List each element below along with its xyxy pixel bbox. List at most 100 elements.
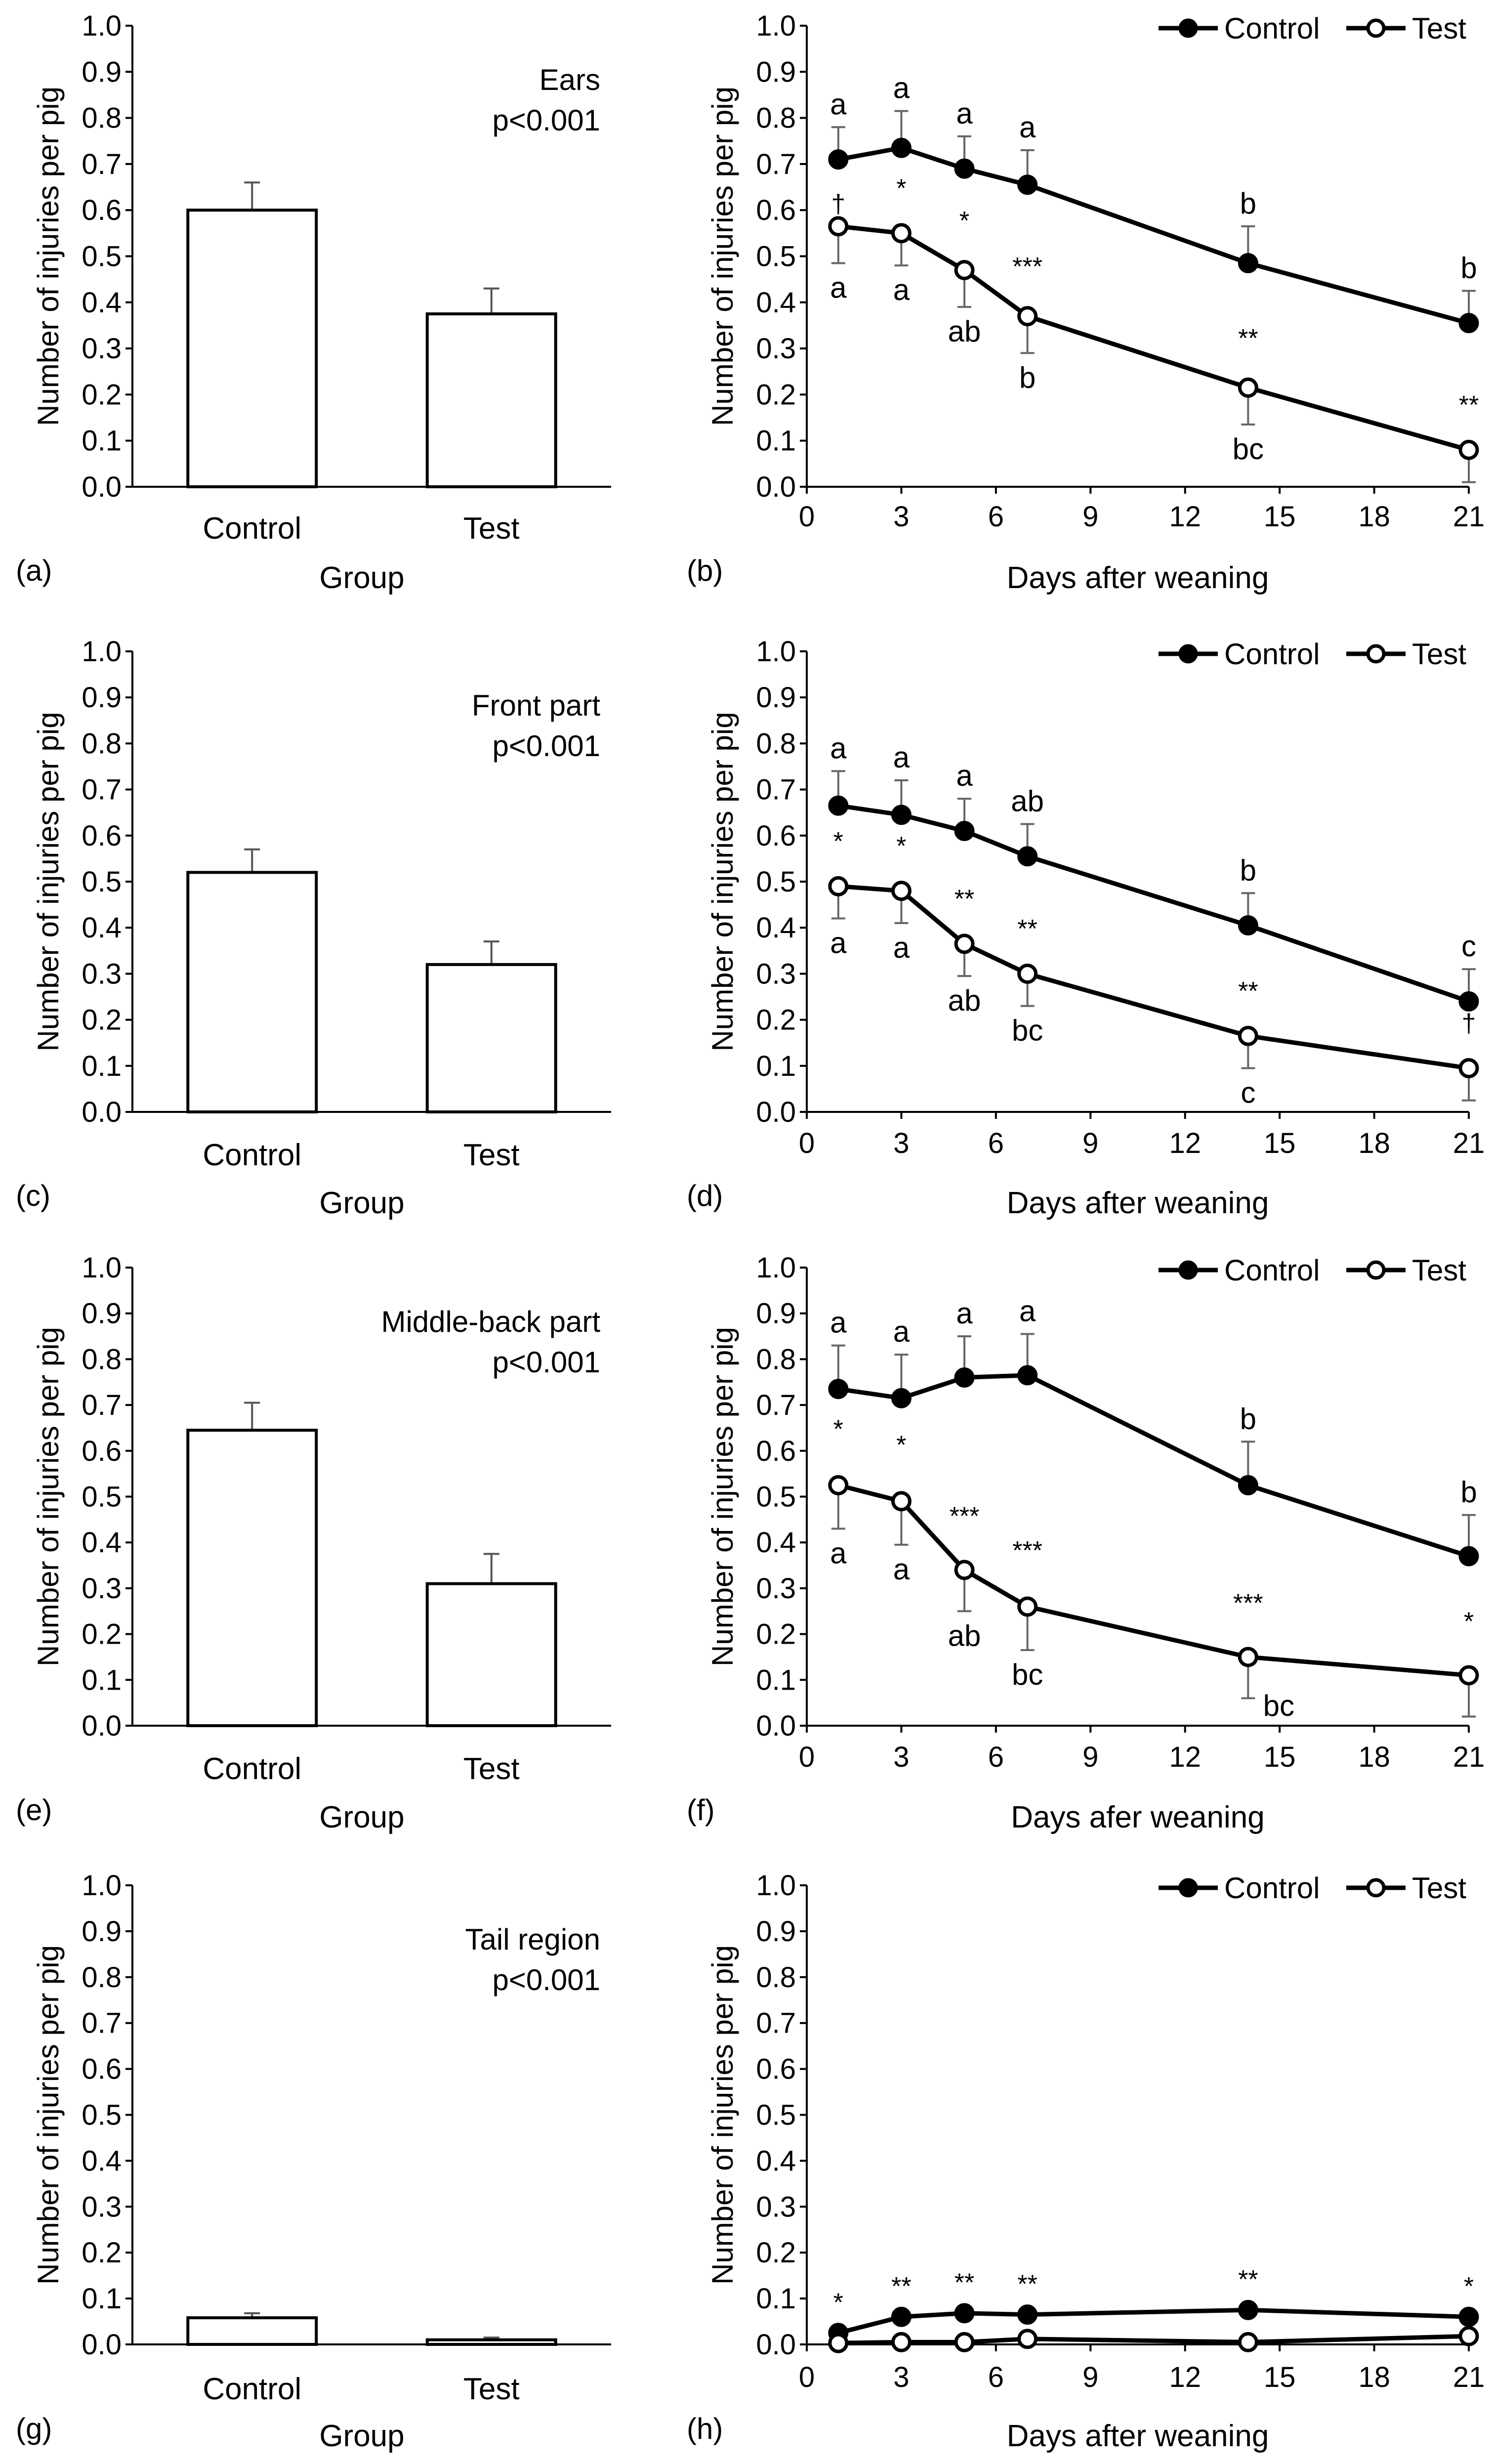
y-tick-label: 0.7	[82, 1389, 122, 1421]
data-point	[891, 2306, 912, 2327]
x-tick-label: 21	[1453, 1741, 1485, 1773]
significance-marker: †	[831, 190, 845, 218]
x-tick-label: 0	[799, 1741, 815, 1773]
group-letter: a	[893, 273, 910, 306]
legend-label-test: Test	[1412, 1254, 1466, 1287]
y-tick-label: 0.5	[82, 241, 122, 273]
data-point	[1238, 1025, 1258, 1046]
y-axis-label: Number of injuries per pig	[32, 86, 65, 426]
y-tick-label: 0.5	[756, 866, 796, 898]
data-point	[1238, 915, 1258, 936]
x-tick-label: 3	[893, 501, 909, 533]
significance-marker: **	[954, 2269, 974, 2297]
x-axis-label: Group	[319, 561, 404, 595]
data-point	[1238, 2332, 1258, 2352]
data-point	[954, 2332, 975, 2352]
x-tick-label: Control	[203, 1138, 301, 1172]
y-tick-label: 0.9	[756, 1298, 796, 1330]
group-letter: b	[1240, 853, 1256, 887]
y-tick-label: 0.4	[756, 1527, 796, 1559]
legend-label-test: Test	[1412, 1871, 1466, 1905]
y-tick-label: 0.2	[82, 379, 122, 411]
y-axis-label: Number of injuries per pig	[706, 86, 739, 426]
x-tick-label: 0	[799, 2361, 815, 2393]
p-value: p<0.001	[492, 1963, 600, 1997]
y-tick-label: 0.7	[756, 148, 796, 180]
y-tick-label: 0.0	[82, 2329, 122, 2361]
y-axis-label: Number of injuries per pig	[706, 1327, 739, 1666]
y-tick-label: 0.2	[756, 379, 796, 411]
y-tick-label: 1.0	[756, 1869, 796, 1902]
x-tick-label: 9	[1082, 501, 1098, 533]
significance-marker: **	[1017, 2270, 1037, 2298]
data-point	[1238, 253, 1258, 273]
panel-label: (a)	[16, 554, 52, 587]
y-tick-label: 0.9	[756, 56, 796, 88]
group-letter: ab	[948, 315, 981, 348]
x-tick-label: 6	[988, 1741, 1004, 1773]
group-letter: a	[830, 271, 847, 304]
panel-label: (c)	[16, 1179, 50, 1212]
y-axis-label: Number of injuries per pig	[32, 712, 65, 1052]
y-tick-label: 0.8	[82, 102, 122, 134]
group-letter: a	[830, 927, 847, 960]
data-point	[1017, 2329, 1038, 2349]
x-tick-label: 15	[1264, 1127, 1296, 1159]
y-tick-label: 0.4	[82, 287, 122, 319]
legend-marker-test	[1366, 18, 1386, 38]
bar-test	[425, 963, 557, 1113]
x-axis-label: Days after weaning	[1007, 561, 1269, 595]
significance-marker: ***	[1233, 1589, 1263, 1618]
group-letter: bc	[1012, 1658, 1043, 1691]
group-letter: bc	[1233, 432, 1264, 466]
bar-control	[186, 871, 318, 1113]
legend-label-control: Control	[1224, 637, 1320, 671]
group-letter: c	[1461, 930, 1476, 963]
significance-marker: *	[833, 827, 843, 856]
p-value: p<0.001	[492, 1346, 600, 1379]
y-tick-label: 0.4	[82, 2145, 122, 2177]
y-tick-label: 0.8	[82, 1961, 122, 1994]
y-tick-label: 0.0	[82, 1096, 122, 1128]
y-tick-label: 0.6	[82, 194, 122, 226]
data-point	[1458, 313, 1479, 334]
y-tick-label: 0.7	[82, 148, 122, 180]
y-tick-label: 0.3	[82, 958, 122, 990]
bar-test	[425, 312, 557, 488]
y-tick-label: 0.9	[756, 681, 796, 714]
group-letter: a	[830, 87, 847, 121]
x-axis-label: Days after weaning	[1007, 1186, 1269, 1220]
data-point	[891, 1491, 912, 1512]
y-tick-label: 0.1	[82, 2283, 122, 2315]
significance-marker: **	[1238, 324, 1258, 353]
legend-marker-test	[1366, 1260, 1386, 1280]
group-letter: a	[956, 97, 973, 130]
y-tick-label: 0.3	[82, 2191, 122, 2223]
y-tick-label: 0.8	[756, 1961, 796, 1994]
y-tick-label: 0.2	[756, 1004, 796, 1036]
group-letter: c	[1492, 450, 1493, 483]
x-axis-label: Group	[319, 1800, 404, 1834]
group-letter: a	[893, 72, 910, 105]
group-letter: ab	[1011, 785, 1044, 818]
group-letter: b	[1460, 251, 1477, 284]
y-tick-label: 0.8	[756, 102, 796, 134]
series-line	[837, 1483, 1469, 1678]
series-control: a a a a b b	[828, 72, 1479, 334]
legend: Control Test	[1159, 1871, 1466, 1905]
line-chart-7: 0.0 0.1 0.2 0.3 0.4 0.5 0.6 0.7 0.8 0.9 1.0 Number …	[687, 1869, 1485, 2453]
legend-label-control: Control	[1224, 1254, 1320, 1287]
significance-marker: ***	[1012, 1536, 1042, 1565]
significance-marker: **	[1238, 977, 1258, 1006]
legend-label-control: Control	[1224, 1871, 1320, 1905]
group-letter: a	[956, 1297, 973, 1330]
group-letter: bc	[1012, 1014, 1043, 1047]
series-test: aaabbcbcc	[828, 1475, 1493, 1722]
series-line	[838, 224, 1470, 452]
y-tick-label: 0.5	[82, 1481, 122, 1513]
x-tick-label: 21	[1453, 1127, 1485, 1159]
data-point	[1017, 1365, 1038, 1386]
y-tick-label: 0.0	[756, 2329, 796, 2361]
significance-marker: ***	[950, 1502, 980, 1530]
